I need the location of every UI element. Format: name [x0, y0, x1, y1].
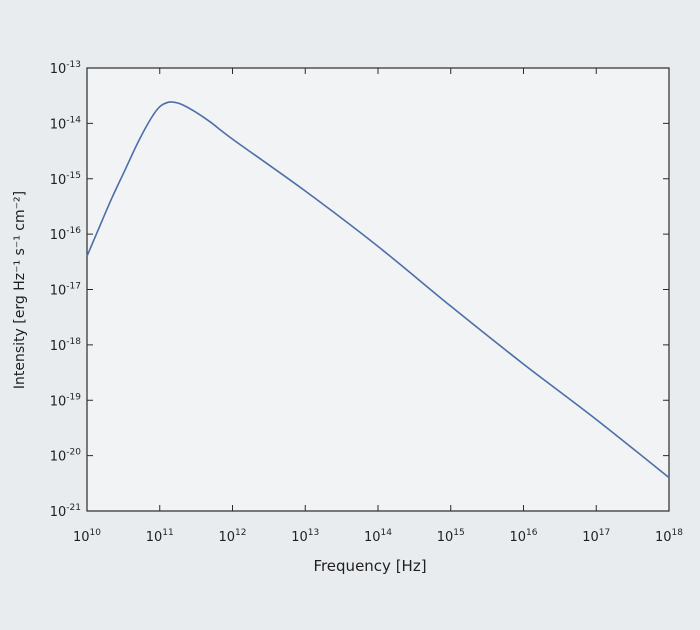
data-point	[210, 122, 211, 123]
data-point	[86, 256, 87, 257]
x-tick-label: 1015	[437, 528, 465, 545]
y-tick-label: 10-19	[50, 392, 82, 409]
y-tick-base: 10	[50, 117, 67, 132]
y-tick-base: 10	[50, 173, 67, 188]
y-tick-label: 10-14	[50, 115, 82, 132]
x-tick-exponent: 12	[235, 528, 246, 538]
data-point	[668, 477, 669, 478]
data-point	[167, 102, 168, 103]
x-tick-label: 1018	[655, 528, 683, 545]
x-tick-label: 1010	[73, 528, 101, 545]
data-point	[596, 419, 597, 420]
x-tick-base: 10	[73, 530, 90, 545]
y-tick-label: 10-20	[50, 448, 82, 465]
x-tick-base: 10	[655, 530, 672, 545]
x-tick-label: 1014	[364, 528, 392, 545]
y-tick-exponent: -16	[66, 226, 81, 236]
y-tick-base: 10	[50, 505, 67, 520]
data-point	[305, 190, 306, 191]
series-layer	[86, 101, 670, 479]
y-tick-base: 10	[50, 339, 67, 354]
x-tick-exponent: 13	[308, 528, 319, 538]
data-point	[450, 306, 451, 307]
data-point	[194, 111, 195, 112]
x-tick-exponent: 14	[381, 528, 393, 538]
y-tick-exponent: -20	[66, 448, 81, 458]
y-tick-exponent: -21	[66, 503, 81, 513]
data-point	[377, 246, 378, 247]
x-tick-exponent: 18	[672, 528, 684, 538]
x-tick-base: 10	[437, 530, 454, 545]
x-tick-exponent: 16	[526, 528, 538, 538]
x-tick-exponent: 15	[453, 528, 464, 538]
y-tick-label: 10-16	[50, 226, 82, 243]
x-tick-base: 10	[510, 530, 527, 545]
x-tick-base: 10	[219, 530, 236, 545]
x-tick-base: 10	[364, 530, 381, 545]
data-point	[523, 363, 524, 364]
x-tick-exponent: 10	[90, 528, 102, 538]
x-tick-exponent: 11	[162, 528, 173, 538]
x-tick-label: 1012	[219, 528, 247, 545]
y-tick-exponent: -14	[66, 115, 81, 125]
y-tick-label: 10-13	[50, 60, 81, 77]
y-tick-exponent: -13	[66, 60, 81, 70]
x-tick-label: 1011	[146, 528, 174, 545]
data-point	[111, 197, 112, 198]
y-tick-label: 10-17	[50, 282, 81, 299]
x-tick-exponent: 17	[599, 528, 610, 538]
y-tick-label: 10-15	[50, 171, 81, 188]
y-tick-exponent: -19	[66, 392, 81, 402]
y-axis: 10-1310-1410-1510-1610-1710-1810-1910-20…	[50, 60, 669, 520]
y-tick-label: 10-21	[50, 503, 81, 520]
x-tick-base: 10	[582, 530, 599, 545]
data-point	[232, 139, 233, 140]
x-tick-base: 10	[146, 530, 163, 545]
y-tick-base: 10	[50, 450, 67, 465]
y-tick-exponent: -15	[66, 171, 81, 181]
y-tick-exponent: -18	[66, 337, 81, 347]
y-tick-base: 10	[50, 284, 67, 299]
y-tick-base: 10	[50, 62, 67, 77]
x-tick-label: 1016	[510, 528, 538, 545]
plot-frame	[86, 67, 670, 512]
data-point	[159, 106, 160, 107]
x-tick-label: 1017	[582, 528, 610, 545]
series-line	[86, 101, 670, 479]
x-axis: 1010 1011 1012 1013 1014 1015 1016 1017 1018	[73, 68, 683, 545]
y-axis-title: Intensity [erg Hz⁻¹ s⁻¹ cm⁻²]	[12, 191, 28, 389]
y-tick-base: 10	[50, 228, 67, 243]
y-tick-base: 10	[50, 394, 67, 409]
data-point	[124, 170, 125, 171]
data-point	[137, 142, 138, 143]
y-tick-label: 10-18	[50, 337, 82, 354]
x-tick-label: 1013	[291, 528, 319, 545]
y-tick-exponent: -17	[66, 282, 81, 292]
data-point	[150, 118, 151, 119]
data-point	[174, 102, 175, 103]
data-point	[99, 225, 100, 226]
x-axis-title: Frequency [Hz]	[313, 557, 426, 575]
x-tick-base: 10	[291, 530, 308, 545]
data-point	[181, 104, 182, 105]
